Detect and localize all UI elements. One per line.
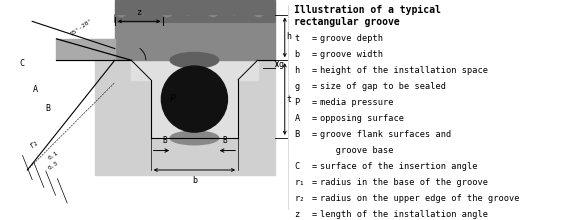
Polygon shape	[115, 11, 275, 22]
Ellipse shape	[170, 52, 219, 68]
Ellipse shape	[170, 131, 219, 145]
Circle shape	[161, 66, 227, 132]
Text: =: =	[312, 130, 317, 139]
Text: P: P	[295, 98, 300, 107]
Text: 0.3: 0.3	[47, 160, 60, 170]
Text: B: B	[162, 136, 166, 145]
Text: =: =	[312, 50, 317, 59]
Polygon shape	[56, 105, 64, 113]
Polygon shape	[115, 0, 275, 14]
Text: A: A	[295, 114, 300, 123]
Polygon shape	[30, 58, 38, 68]
Text: =: =	[312, 194, 317, 203]
Text: Illustration of a typical: Illustration of a typical	[295, 5, 441, 15]
Text: B: B	[295, 130, 300, 139]
Text: r₂: r₂	[28, 138, 40, 150]
Text: g: g	[295, 82, 300, 91]
Text: length of the installation angle: length of the installation angle	[320, 210, 488, 219]
Text: groove flank surfaces and: groove flank surfaces and	[320, 130, 451, 139]
Text: =: =	[312, 162, 317, 171]
Text: z: z	[137, 7, 141, 16]
Text: =: =	[312, 178, 317, 187]
Text: P: P	[170, 94, 176, 104]
Text: =: =	[312, 210, 317, 219]
Text: C: C	[19, 59, 25, 68]
Text: h: h	[295, 66, 300, 75]
Text: =: =	[312, 82, 317, 91]
Text: groove depth: groove depth	[320, 34, 382, 43]
Text: A: A	[33, 85, 38, 94]
Text: media pressure: media pressure	[320, 98, 393, 107]
Text: h: h	[287, 32, 292, 41]
Text: z: z	[295, 210, 300, 219]
Text: =: =	[312, 98, 317, 107]
Text: t: t	[287, 95, 292, 104]
Text: r₁: r₁	[295, 178, 305, 187]
Polygon shape	[56, 39, 115, 60]
Text: radius in the base of the groove: radius in the base of the groove	[320, 178, 488, 187]
Text: B: B	[222, 136, 227, 145]
Text: opposing surface: opposing surface	[320, 114, 404, 123]
Polygon shape	[115, 15, 275, 60]
Polygon shape	[44, 84, 52, 94]
Text: b: b	[295, 50, 300, 59]
Text: =: =	[312, 66, 317, 75]
Text: 0.1: 0.1	[47, 150, 60, 161]
Text: =: =	[312, 114, 317, 123]
Polygon shape	[150, 60, 238, 138]
Polygon shape	[95, 60, 275, 175]
Text: height of the installation space: height of the installation space	[320, 66, 488, 75]
Text: radius on the upper edge of the groove: radius on the upper edge of the groove	[320, 194, 519, 203]
Text: r₂: r₂	[295, 194, 305, 203]
Text: groove base: groove base	[320, 146, 393, 155]
Text: 15°-20°: 15°-20°	[69, 18, 93, 37]
Text: t: t	[295, 34, 300, 43]
Text: surface of the insertion angle: surface of the insertion angle	[320, 162, 477, 171]
Text: b: b	[192, 176, 197, 185]
Polygon shape	[131, 60, 150, 80]
Text: rectangular groove: rectangular groove	[295, 16, 400, 27]
Text: g: g	[279, 60, 284, 69]
Text: C: C	[295, 162, 300, 171]
Text: =: =	[312, 34, 317, 43]
Text: size of gap to be sealed: size of gap to be sealed	[320, 82, 446, 91]
Text: B: B	[46, 104, 51, 113]
Polygon shape	[238, 60, 258, 80]
Text: groove width: groove width	[320, 50, 382, 59]
